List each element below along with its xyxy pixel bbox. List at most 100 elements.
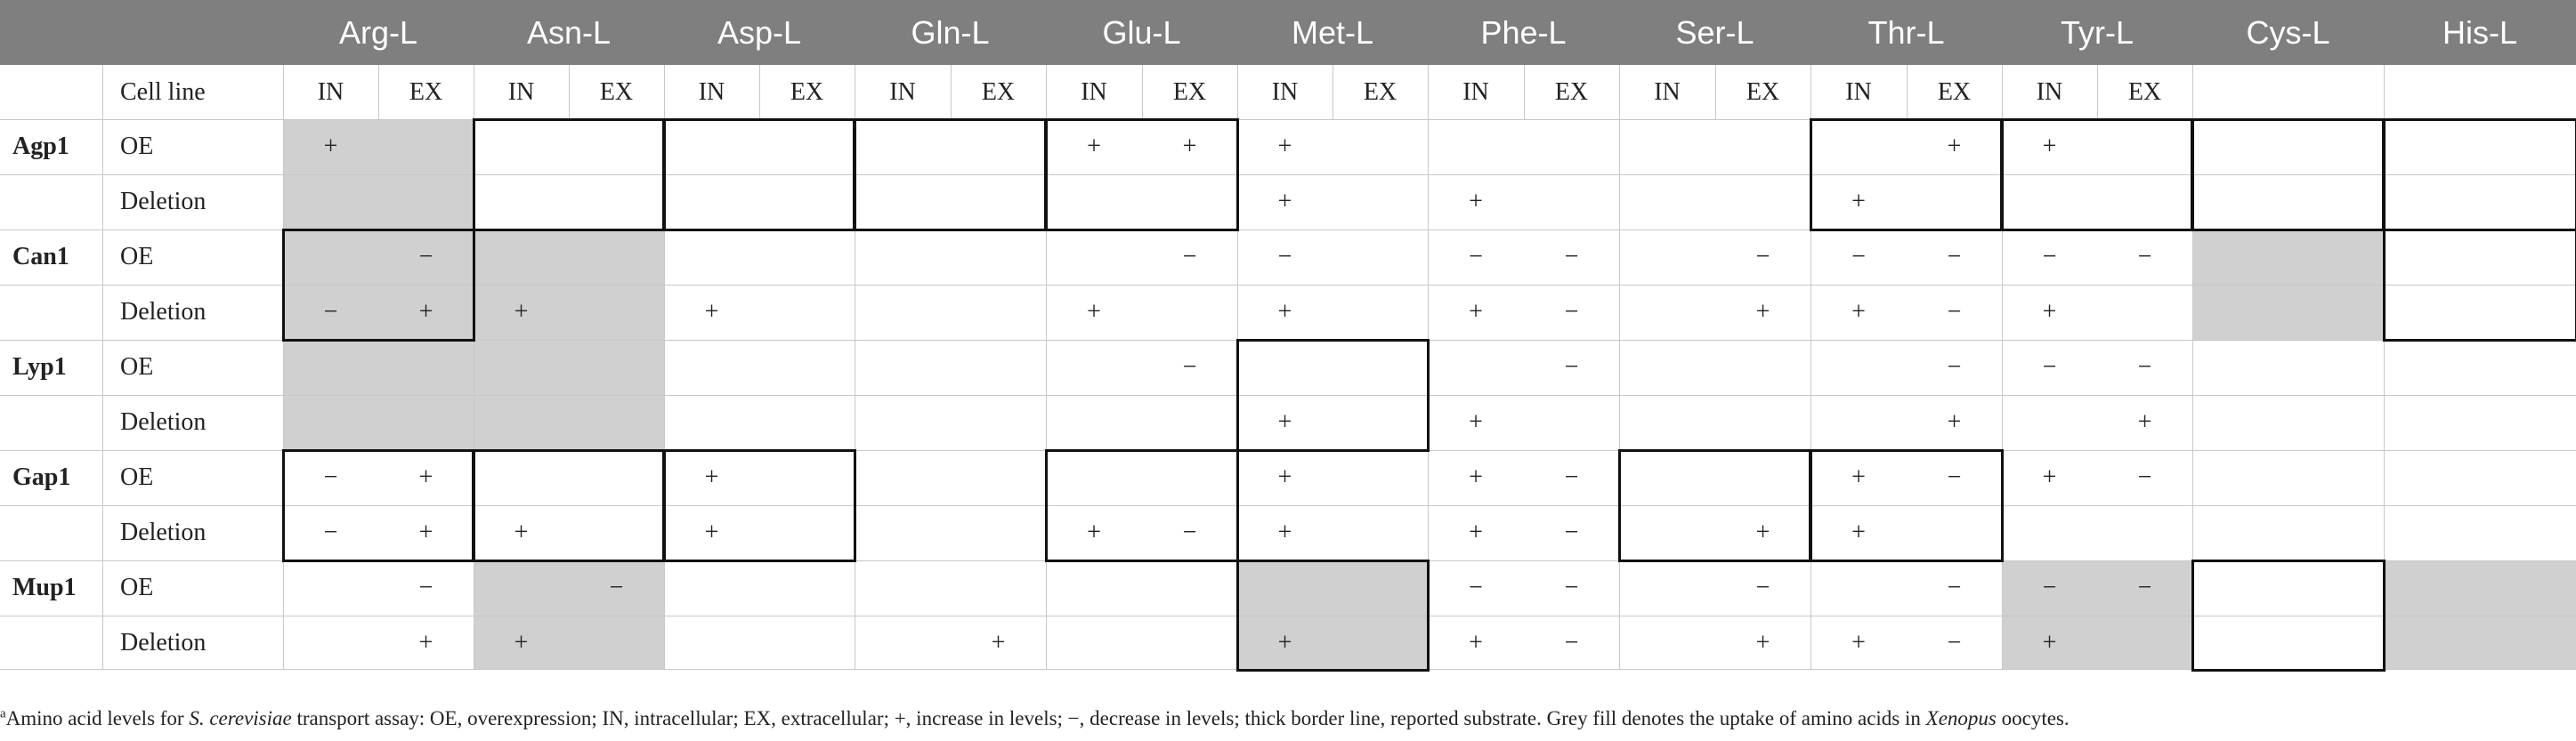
in-value-cell: + [1277,133,1292,160]
in-ex-divider [377,65,379,119]
column-divider [473,65,474,670]
in-value-cell: + [1469,463,1483,491]
ex-value-cell: − [418,243,433,270]
in-subheader: IN [2036,77,2063,106]
ex-value-cell: − [1564,519,1579,546]
ex-subheader: EX [1746,77,1780,106]
ex-value-cell: − [1564,353,1579,381]
ex-value-cell: − [1564,628,1579,656]
ex-value-cell: − [1947,628,1962,656]
in-value-cell: + [1469,298,1483,326]
ex-value-cell: + [1755,628,1770,656]
in-ex-divider [2096,65,2098,119]
column-divider [854,65,855,670]
in-value-cell: − [1469,243,1483,270]
ex-value-cell: − [418,574,433,601]
ex-value-cell: + [1947,133,1962,160]
column-divider [1618,65,1620,670]
footnote-oocyte-genus: Xenopus [1925,707,1997,729]
in-value-cell: − [1469,574,1483,601]
in-value-cell: + [2042,463,2057,491]
footnote-organism: S. cerevisiae [189,707,292,729]
column-header-phe-l: Phe-L [1428,0,1619,65]
ex-value-cell: − [1755,243,1770,270]
condition-label: OE [120,463,154,491]
in-subheader: IN [1271,77,1299,106]
column-header-tyr-l: Tyr-L [2002,0,2192,65]
ex-value-cell: + [1755,519,1770,546]
ex-value-cell: − [1947,353,1962,381]
ex-value-cell: + [1755,298,1770,326]
in-value-cell: + [1469,628,1483,656]
ex-subheader: EX [599,77,634,106]
ex-value-cell: − [1182,353,1197,381]
row-divider [0,173,2576,175]
gene-label-lyp1: Lyp1 [12,353,67,381]
in-subheader: IN [698,77,725,106]
ex-value-cell: + [991,628,1006,656]
gene-label-mup1: Mup1 [12,574,77,601]
in-value-cell: + [1277,519,1292,546]
in-value-cell: − [2042,243,2057,270]
in-subheader: IN [507,77,535,106]
column-divider [1810,65,1811,670]
in-value-cell: + [514,628,529,656]
row-divider [0,394,2576,396]
cell-line-label: Cell line [120,77,206,106]
ex-subheader: EX [1363,77,1397,106]
condition-label: Deletion [120,628,207,656]
ex-subheader: EX [1937,77,1972,106]
in-ex-divider [1332,65,1333,119]
column-header-glu-l: Glu-L [1046,0,1237,65]
in-value-cell: + [1277,298,1292,326]
ex-value-cell: − [1182,243,1197,270]
in-value-cell: + [2042,133,2057,160]
footnote-marker: a [0,706,6,721]
in-value-cell: + [514,298,529,326]
condition-label: Deletion [120,298,207,326]
in-value-cell: − [323,519,338,546]
column-divider [2001,65,2003,670]
condition-label: Deletion [120,408,207,436]
footnote-text-2: transport assay: OE, overexpression; IN,… [291,707,1926,729]
column-header-his-l: His-L [2384,0,2576,65]
ex-value-cell: − [1947,574,1962,601]
row-divider [0,284,2576,286]
in-subheader: IN [317,77,344,106]
ex-value-cell: + [2137,408,2152,436]
ex-value-cell: − [1182,519,1197,546]
column-header-gln-l: Gln-L [855,0,1046,65]
column-divider [663,65,665,670]
in-value-cell: + [1087,298,1101,326]
condition-label: OE [120,353,154,381]
ex-value-cell: − [1564,298,1579,326]
row-divider [0,504,2576,506]
in-ex-divider [758,65,760,119]
ex-value-cell: − [2137,353,2152,381]
column-divider [1045,65,1047,670]
ex-value-cell: − [1564,243,1579,270]
ex-value-cell: + [418,298,433,326]
ex-subheader: EX [981,77,1016,106]
in-value-cell: − [323,298,338,326]
in-value-cell: − [1277,243,1292,270]
in-value-cell: − [1851,243,1866,270]
column-header-asn-l: Asn-L [474,0,664,65]
in-value-cell: − [2042,574,2057,601]
gene-label-gap1: Gap1 [12,463,71,491]
in-subheader: IN [1845,77,1872,106]
condition-label: OE [120,574,154,601]
ex-value-cell: − [1947,298,1962,326]
ex-subheader: EX [2127,77,2162,106]
in-subheader: IN [1462,77,1489,106]
in-value-cell: + [1851,463,1866,491]
in-subheader: IN [889,77,916,106]
ex-value-cell: − [1564,463,1579,491]
column-divider [2383,65,2385,670]
column-divider [282,65,284,670]
in-value-cell: + [1277,188,1292,215]
column-header-cys-l: Cys-L [2192,0,2384,65]
in-value-cell: + [704,298,719,326]
column-header-arg-l: Arg-L [283,0,474,65]
in-value-cell: + [323,133,338,160]
